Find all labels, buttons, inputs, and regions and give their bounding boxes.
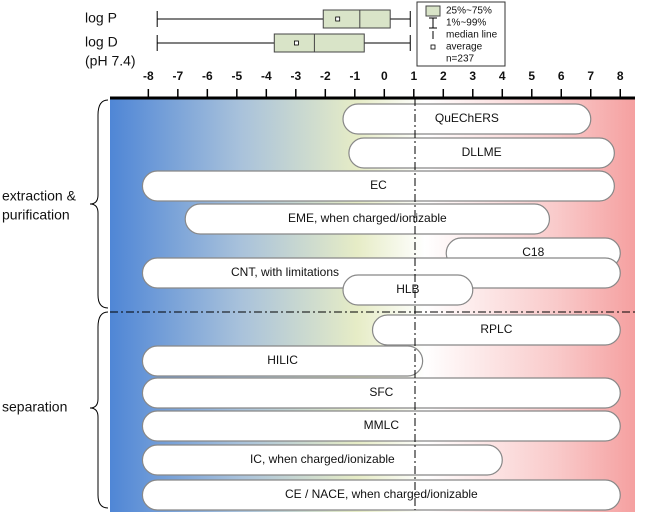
method-label: C18 xyxy=(522,245,544,259)
row-label: log P xyxy=(85,10,117,26)
row-sublabel: (pH 7.4) xyxy=(85,53,136,69)
x-tick-label: -8 xyxy=(143,69,154,83)
method-label: HILIC xyxy=(267,353,298,367)
method-range xyxy=(141,377,621,409)
legend-label: median line xyxy=(446,30,498,41)
x-tick-label: 1 xyxy=(410,69,417,83)
x-tick-label: -7 xyxy=(173,69,184,83)
x-tick-label: 3 xyxy=(469,69,476,83)
method-range xyxy=(342,274,474,306)
method-label: HLB xyxy=(396,282,419,296)
method-range xyxy=(184,203,551,235)
method: QuEChERS xyxy=(342,103,592,135)
group-label: separation xyxy=(2,399,67,415)
x-tick-label: -1 xyxy=(349,69,360,83)
method-label: EME, when charged/ionizable xyxy=(288,211,447,225)
legend-label: n=237 xyxy=(446,54,475,65)
method: EC xyxy=(141,170,615,202)
x-tick-label: 5 xyxy=(528,69,535,83)
method-range xyxy=(141,345,424,377)
legend-label: 1%~99% xyxy=(446,18,486,29)
method-range xyxy=(348,137,615,169)
method: HILIC xyxy=(141,345,424,377)
legend: 25%~75% 1%~99% median line average n=237 xyxy=(416,1,506,67)
x-tick-label: 2 xyxy=(440,69,447,83)
method: CE / NACE, when charged/ionizable xyxy=(141,479,621,511)
method: CNT, with limitations xyxy=(141,257,621,289)
method-label: SFC xyxy=(369,385,393,399)
brace xyxy=(89,311,109,509)
method-range xyxy=(141,410,621,442)
box xyxy=(322,9,391,29)
method-range xyxy=(141,479,621,511)
x-tick-label: 0 xyxy=(381,69,388,83)
method: RPLC xyxy=(371,314,621,346)
method-label: MMLC xyxy=(364,418,400,432)
x-tick-label: 6 xyxy=(558,69,565,83)
group-label: extraction & xyxy=(2,188,77,204)
legend-swatch xyxy=(425,5,441,17)
method-label: DLLME xyxy=(462,145,502,159)
method-label: QuEChERS xyxy=(435,111,499,125)
method-label: CNT, with limitations xyxy=(231,265,339,279)
method: MMLC xyxy=(141,410,621,442)
box xyxy=(273,33,365,53)
group-label: purification xyxy=(2,207,70,223)
x-tick-label: 7 xyxy=(587,69,594,83)
legend-average-icon xyxy=(430,44,436,50)
x-tick-label: 8 xyxy=(617,69,624,83)
method-range xyxy=(141,170,615,202)
legend-whisker-icon xyxy=(429,17,437,29)
brace xyxy=(89,99,109,309)
method: DLLME xyxy=(348,137,615,169)
x-tick-label: -6 xyxy=(202,69,213,83)
x-tick-label: -3 xyxy=(290,69,301,83)
method-label: CE / NACE, when charged/ionizable xyxy=(285,487,478,501)
x-tick-label: -5 xyxy=(231,69,242,83)
method-label: IC, when charged/ionizable xyxy=(250,452,395,466)
row-label: log D xyxy=(85,34,118,50)
method-range xyxy=(141,444,503,476)
method-range xyxy=(342,103,592,135)
method: IC, when charged/ionizable xyxy=(141,444,503,476)
x-tick-label: 4 xyxy=(499,69,506,83)
method-range xyxy=(371,314,621,346)
method: HLB xyxy=(342,274,474,306)
method-label: EC xyxy=(370,178,387,192)
x-tick-label: -4 xyxy=(261,69,272,83)
legend-label: 25%~75% xyxy=(446,6,492,17)
x-tick-label: -2 xyxy=(320,69,331,83)
legend-label: average xyxy=(446,42,483,53)
method: SFC xyxy=(141,377,621,409)
method: EME, when charged/ionizable xyxy=(184,203,551,235)
average xyxy=(335,16,341,22)
method-label: RPLC xyxy=(480,322,512,336)
average xyxy=(294,40,299,46)
